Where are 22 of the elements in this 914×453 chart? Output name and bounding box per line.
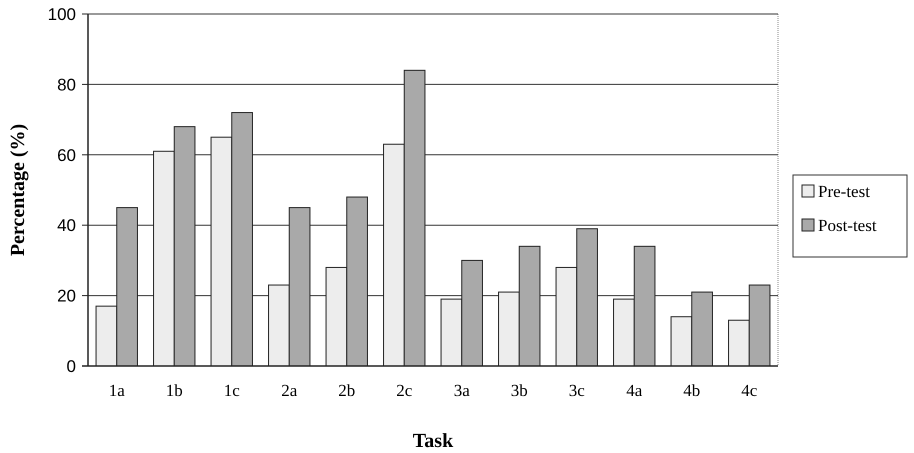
y-tick-label: 40 xyxy=(57,216,76,236)
x-tick-label: 4a xyxy=(626,381,643,400)
legend-label: Post-test xyxy=(818,216,877,235)
x-axis-title: Task xyxy=(412,430,454,452)
x-tick-label: 4b xyxy=(683,381,700,400)
y-axis-title: Percentage (%) xyxy=(7,124,29,256)
x-tick-label: 3b xyxy=(510,381,528,400)
x-tick-label: 2c xyxy=(396,381,413,400)
y-tick-label: 60 xyxy=(57,146,76,165)
x-tick-label: 3c xyxy=(568,381,586,400)
x-tick-label: 1a xyxy=(108,381,126,400)
x-tick-label: 1b xyxy=(166,381,183,400)
y-tick-label: 100 xyxy=(48,4,76,24)
x-tick-label: 2a xyxy=(281,381,298,400)
y-tick-label: 0 xyxy=(66,356,76,376)
y-tick-label: 80 xyxy=(57,75,76,94)
x-tick-label: 1c xyxy=(224,381,240,400)
x-tick-label: 2b xyxy=(338,381,356,400)
x-tick-label: 4c xyxy=(741,381,758,400)
y-tick-label: 20 xyxy=(57,286,76,306)
legend-label: Pre-test xyxy=(818,182,870,201)
x-tick-label: 3a xyxy=(454,381,470,400)
